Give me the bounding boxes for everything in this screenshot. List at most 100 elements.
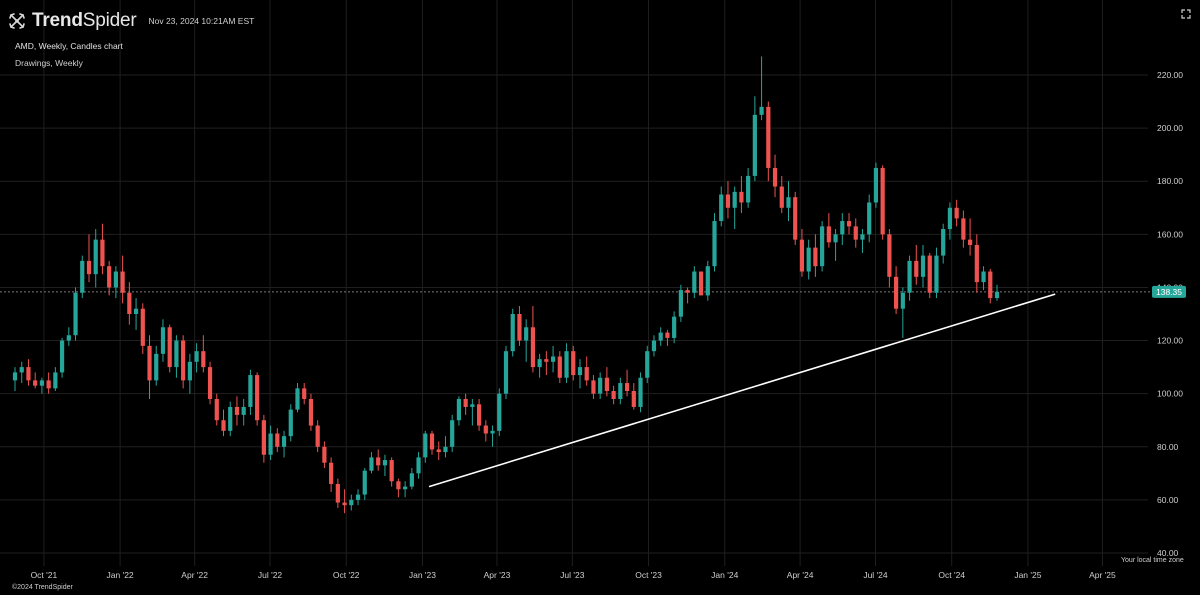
candle	[396, 478, 401, 498]
candle-body	[281, 436, 287, 447]
candle-body	[867, 202, 872, 235]
candle	[577, 359, 583, 389]
copyright: ©2024 TrendSpider	[12, 584, 73, 591]
candle	[557, 351, 562, 384]
candle-body	[631, 391, 636, 407]
candle	[591, 375, 596, 399]
candle	[813, 234, 818, 277]
candle	[900, 287, 905, 338]
candle	[638, 372, 643, 413]
candle	[39, 377, 45, 394]
trendline-drawing[interactable]	[428, 293, 1056, 488]
candle	[846, 213, 852, 235]
candle-body	[645, 351, 650, 378]
candle-body	[214, 398, 219, 421]
candle-body	[154, 353, 159, 381]
candle	[194, 343, 199, 373]
candle	[503, 345, 509, 399]
candle	[133, 298, 139, 330]
candle-body	[409, 473, 414, 487]
candle	[497, 388, 502, 437]
candle	[228, 401, 233, 437]
grid-lines	[0, 0, 1148, 566]
candle-body	[759, 106, 764, 115]
candle-body	[463, 398, 468, 407]
candle-body	[530, 327, 536, 368]
candle-body	[160, 327, 166, 354]
y-tick-label: 180.00	[1157, 176, 1183, 186]
candle-body	[705, 266, 710, 296]
candle	[510, 308, 515, 357]
candle-body	[685, 290, 690, 293]
y-tick-label: 40.00	[1157, 548, 1179, 558]
candle-body	[93, 239, 98, 275]
candle-body	[389, 460, 394, 482]
candle	[544, 351, 549, 376]
candle-body	[544, 359, 549, 362]
candle-body	[598, 377, 603, 394]
candle	[33, 372, 38, 389]
candle-body	[66, 335, 71, 341]
candle	[160, 319, 166, 362]
candle-body	[826, 226, 831, 243]
candle-body	[46, 380, 51, 389]
candle-body	[362, 470, 367, 495]
candle	[698, 271, 704, 296]
candle-body	[813, 247, 818, 267]
candle-body	[342, 502, 347, 506]
candle	[759, 56, 764, 121]
candle	[820, 221, 825, 272]
candle-body	[833, 234, 838, 243]
candle-body	[557, 356, 562, 378]
candle-body	[423, 433, 428, 458]
brand-name-light: Spider	[82, 10, 137, 31]
candle-body	[403, 486, 408, 490]
candle	[107, 260, 112, 296]
candle-body	[907, 260, 912, 293]
candle	[46, 372, 51, 394]
timezone-note[interactable]: Your local time zone	[1121, 557, 1184, 564]
x-tick-label: Oct '22	[333, 570, 360, 580]
candle-body	[39, 380, 45, 386]
candle-body	[194, 351, 199, 362]
expand-icon[interactable]	[1181, 9, 1191, 19]
candle	[100, 223, 105, 275]
y-tick-label: 80.00	[1157, 442, 1179, 452]
candle	[221, 409, 226, 437]
candle-body	[174, 340, 179, 368]
candle-body	[335, 483, 340, 503]
candle	[725, 181, 731, 219]
candle-body	[624, 383, 630, 392]
candle-body	[302, 388, 307, 399]
candle	[59, 337, 65, 378]
candle	[645, 345, 650, 384]
candle	[887, 229, 892, 288]
candle-body	[914, 260, 919, 277]
candle-body	[261, 420, 266, 455]
x-tick-label: Jan '23	[409, 570, 436, 580]
candle-body	[658, 332, 663, 341]
candle-body	[887, 234, 892, 277]
candle-body	[86, 260, 92, 275]
candle	[26, 359, 31, 386]
candle	[746, 167, 751, 208]
candle	[167, 324, 172, 373]
candle	[329, 457, 334, 492]
candle-body	[436, 449, 441, 453]
candle	[255, 372, 260, 426]
candle-body	[786, 197, 791, 208]
candle-body	[725, 194, 731, 208]
candle-body	[234, 406, 240, 415]
candle-body	[275, 433, 280, 447]
candle	[564, 343, 569, 384]
candle	[369, 452, 374, 474]
timestamp: Nov 23, 2024 10:21AM EST	[148, 16, 255, 26]
candle-body	[665, 332, 670, 338]
candles[interactable]	[12, 56, 1000, 514]
candle	[80, 255, 85, 299]
candle-body	[846, 221, 852, 227]
candle	[719, 186, 724, 227]
candle-body	[988, 271, 993, 299]
candle	[93, 229, 98, 288]
